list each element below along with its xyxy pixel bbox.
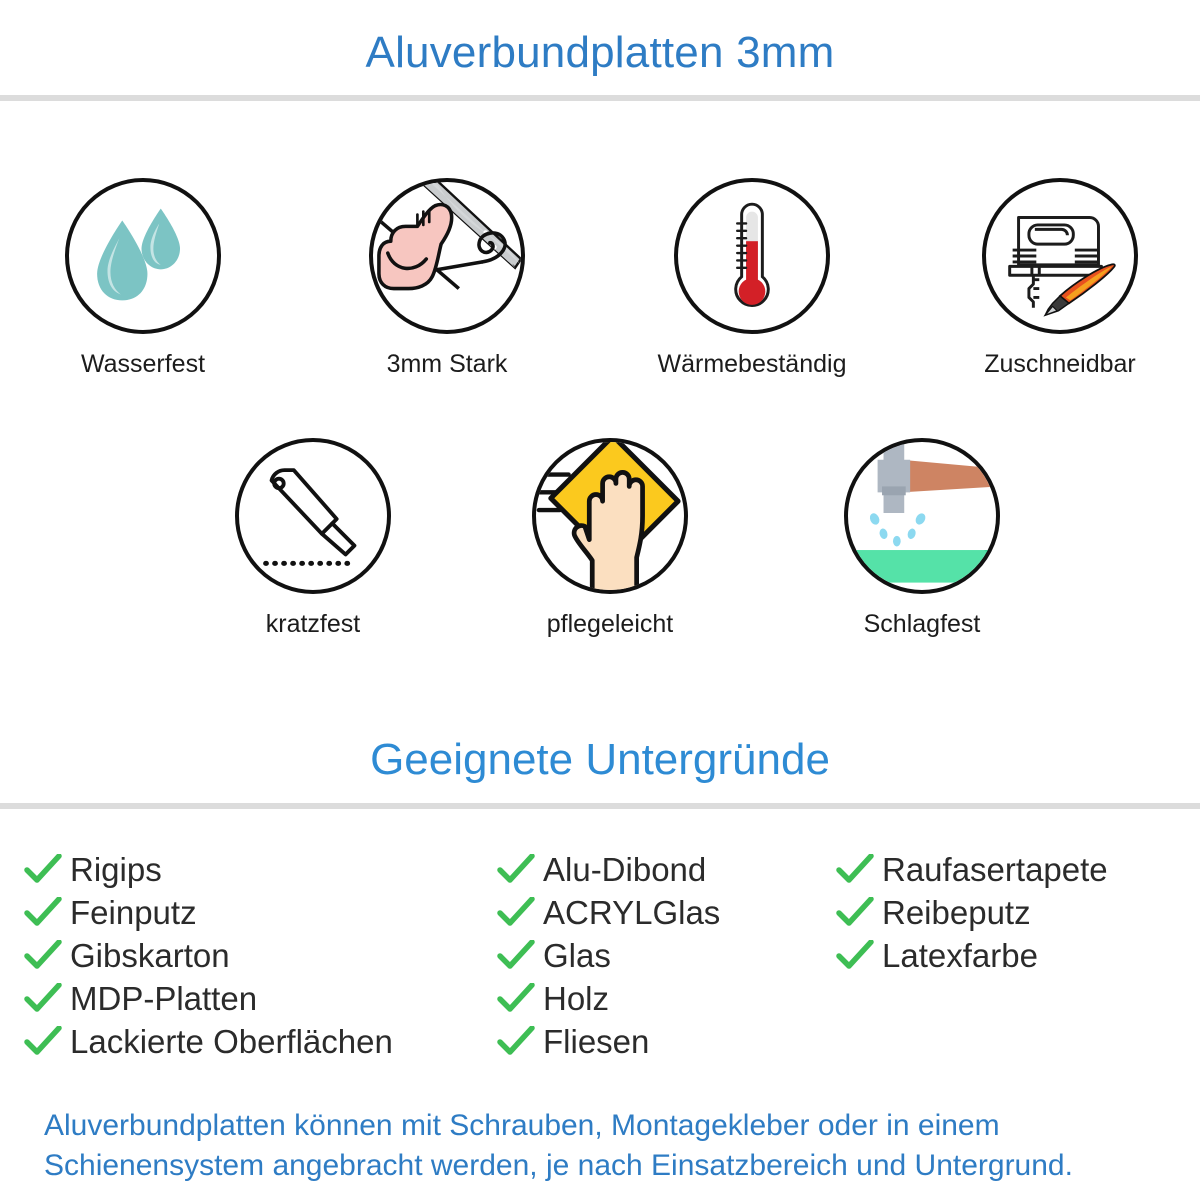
feature-circle bbox=[65, 178, 221, 334]
substrate-label: Holz bbox=[543, 980, 610, 1017]
list-item: ACRYLGlas bbox=[497, 891, 720, 934]
feature-circle bbox=[369, 178, 525, 334]
footer-note: Aluverbundplatten können mit Schrauben, … bbox=[44, 1109, 1073, 1182]
section-title-substrates: Geeignete Untergründe bbox=[370, 735, 830, 784]
green-check-icon bbox=[24, 982, 70, 1015]
substrate-label: Lackierte Oberflächen bbox=[70, 1023, 393, 1060]
feature-circle bbox=[982, 178, 1138, 334]
feature-3mm-stark: 3mm Stark bbox=[332, 178, 562, 379]
list-item: Rigips bbox=[24, 848, 393, 891]
green-check-icon bbox=[24, 896, 70, 929]
substrate-label: Raufasertapete bbox=[882, 851, 1108, 888]
feature-wasserfest: Wasserfest bbox=[28, 178, 258, 379]
thermometer-icon bbox=[734, 202, 770, 308]
cutter-knife-scratch-icon bbox=[263, 468, 357, 566]
flexed-bicep-icon bbox=[374, 182, 521, 291]
substrate-label: Feinputz bbox=[70, 894, 197, 931]
substrate-label: Alu-Dibond bbox=[543, 851, 707, 888]
green-check-icon bbox=[24, 853, 70, 886]
substrate-label: Rigips bbox=[70, 851, 162, 888]
substrate-column-3: Raufasertapete Reibeputz Latexfarbe bbox=[836, 848, 1108, 977]
list-item: Lackierte Oberflächen bbox=[24, 1020, 393, 1063]
substrate-label: Reibeputz bbox=[882, 894, 1031, 931]
green-check-icon bbox=[836, 896, 882, 929]
substrate-label: Glas bbox=[543, 937, 611, 974]
substrate-column-2: Alu-Dibond ACRYLGlas Glas Holz Fliesen bbox=[497, 848, 720, 1063]
divider-middle bbox=[0, 803, 1200, 809]
feature-circle bbox=[532, 438, 688, 594]
water-drops-icon bbox=[97, 208, 180, 301]
feature-label: Schlagfest bbox=[863, 610, 981, 638]
feature-schlagfest: Schlagfest bbox=[807, 438, 1037, 639]
list-item: MDP-Platten bbox=[24, 977, 393, 1020]
green-check-icon bbox=[497, 1025, 543, 1058]
list-item: Feinputz bbox=[24, 891, 393, 934]
feature-pflegeleicht: pflegeleicht bbox=[495, 438, 725, 639]
feature-label: Zuschneidbar bbox=[984, 350, 1136, 378]
feature-label: Wasserfest bbox=[80, 350, 206, 378]
feature-zuschneidbar: Zuschneidbar bbox=[945, 178, 1175, 379]
list-item: Gibskarton bbox=[24, 934, 393, 977]
green-check-icon bbox=[497, 982, 543, 1015]
list-item: Fliesen bbox=[497, 1020, 720, 1063]
list-item: Raufasertapete bbox=[836, 848, 1108, 891]
jigsaw-and-cutter-icon bbox=[1008, 216, 1116, 317]
substrate-label: Latexfarbe bbox=[882, 937, 1038, 974]
feature-circle bbox=[844, 438, 1000, 594]
list-item: Glas bbox=[497, 934, 720, 977]
green-check-icon bbox=[24, 1025, 70, 1058]
list-item: Alu-Dibond bbox=[497, 848, 720, 891]
green-check-icon bbox=[24, 939, 70, 972]
feature-kratzfest: kratzfest bbox=[198, 438, 428, 639]
feature-label: 3mm Stark bbox=[386, 350, 508, 378]
feature-label: pflegeleicht bbox=[546, 610, 674, 638]
list-item: Holz bbox=[497, 977, 720, 1020]
list-item: Reibeputz bbox=[836, 891, 1108, 934]
green-check-icon bbox=[836, 853, 882, 886]
substrate-label: MDP-Platten bbox=[70, 980, 258, 1017]
list-item: Latexfarbe bbox=[836, 934, 1108, 977]
substrate-column-1: Rigips Feinputz Gibskarton MDP-Platten L… bbox=[24, 848, 393, 1063]
feature-circle bbox=[235, 438, 391, 594]
divider-top bbox=[0, 95, 1200, 101]
substrate-label: ACRYLGlas bbox=[543, 894, 721, 931]
page-title: Aluverbundplatten 3mm bbox=[365, 28, 835, 77]
feature-label: Wärmebeständig bbox=[657, 350, 847, 378]
feature-circle bbox=[674, 178, 830, 334]
green-check-icon bbox=[497, 853, 543, 886]
substrate-label: Fliesen bbox=[543, 1023, 650, 1060]
feature-label: kratzfest bbox=[265, 610, 361, 638]
green-check-icon bbox=[497, 939, 543, 972]
green-check-icon bbox=[836, 939, 882, 972]
feature-waermebestaendig: Wärmebeständig bbox=[637, 178, 867, 379]
hand-wiping-cloth-icon bbox=[536, 442, 681, 590]
hammer-impact-icon bbox=[848, 442, 996, 583]
substrate-label: Gibskarton bbox=[70, 937, 230, 974]
green-check-icon bbox=[497, 896, 543, 929]
